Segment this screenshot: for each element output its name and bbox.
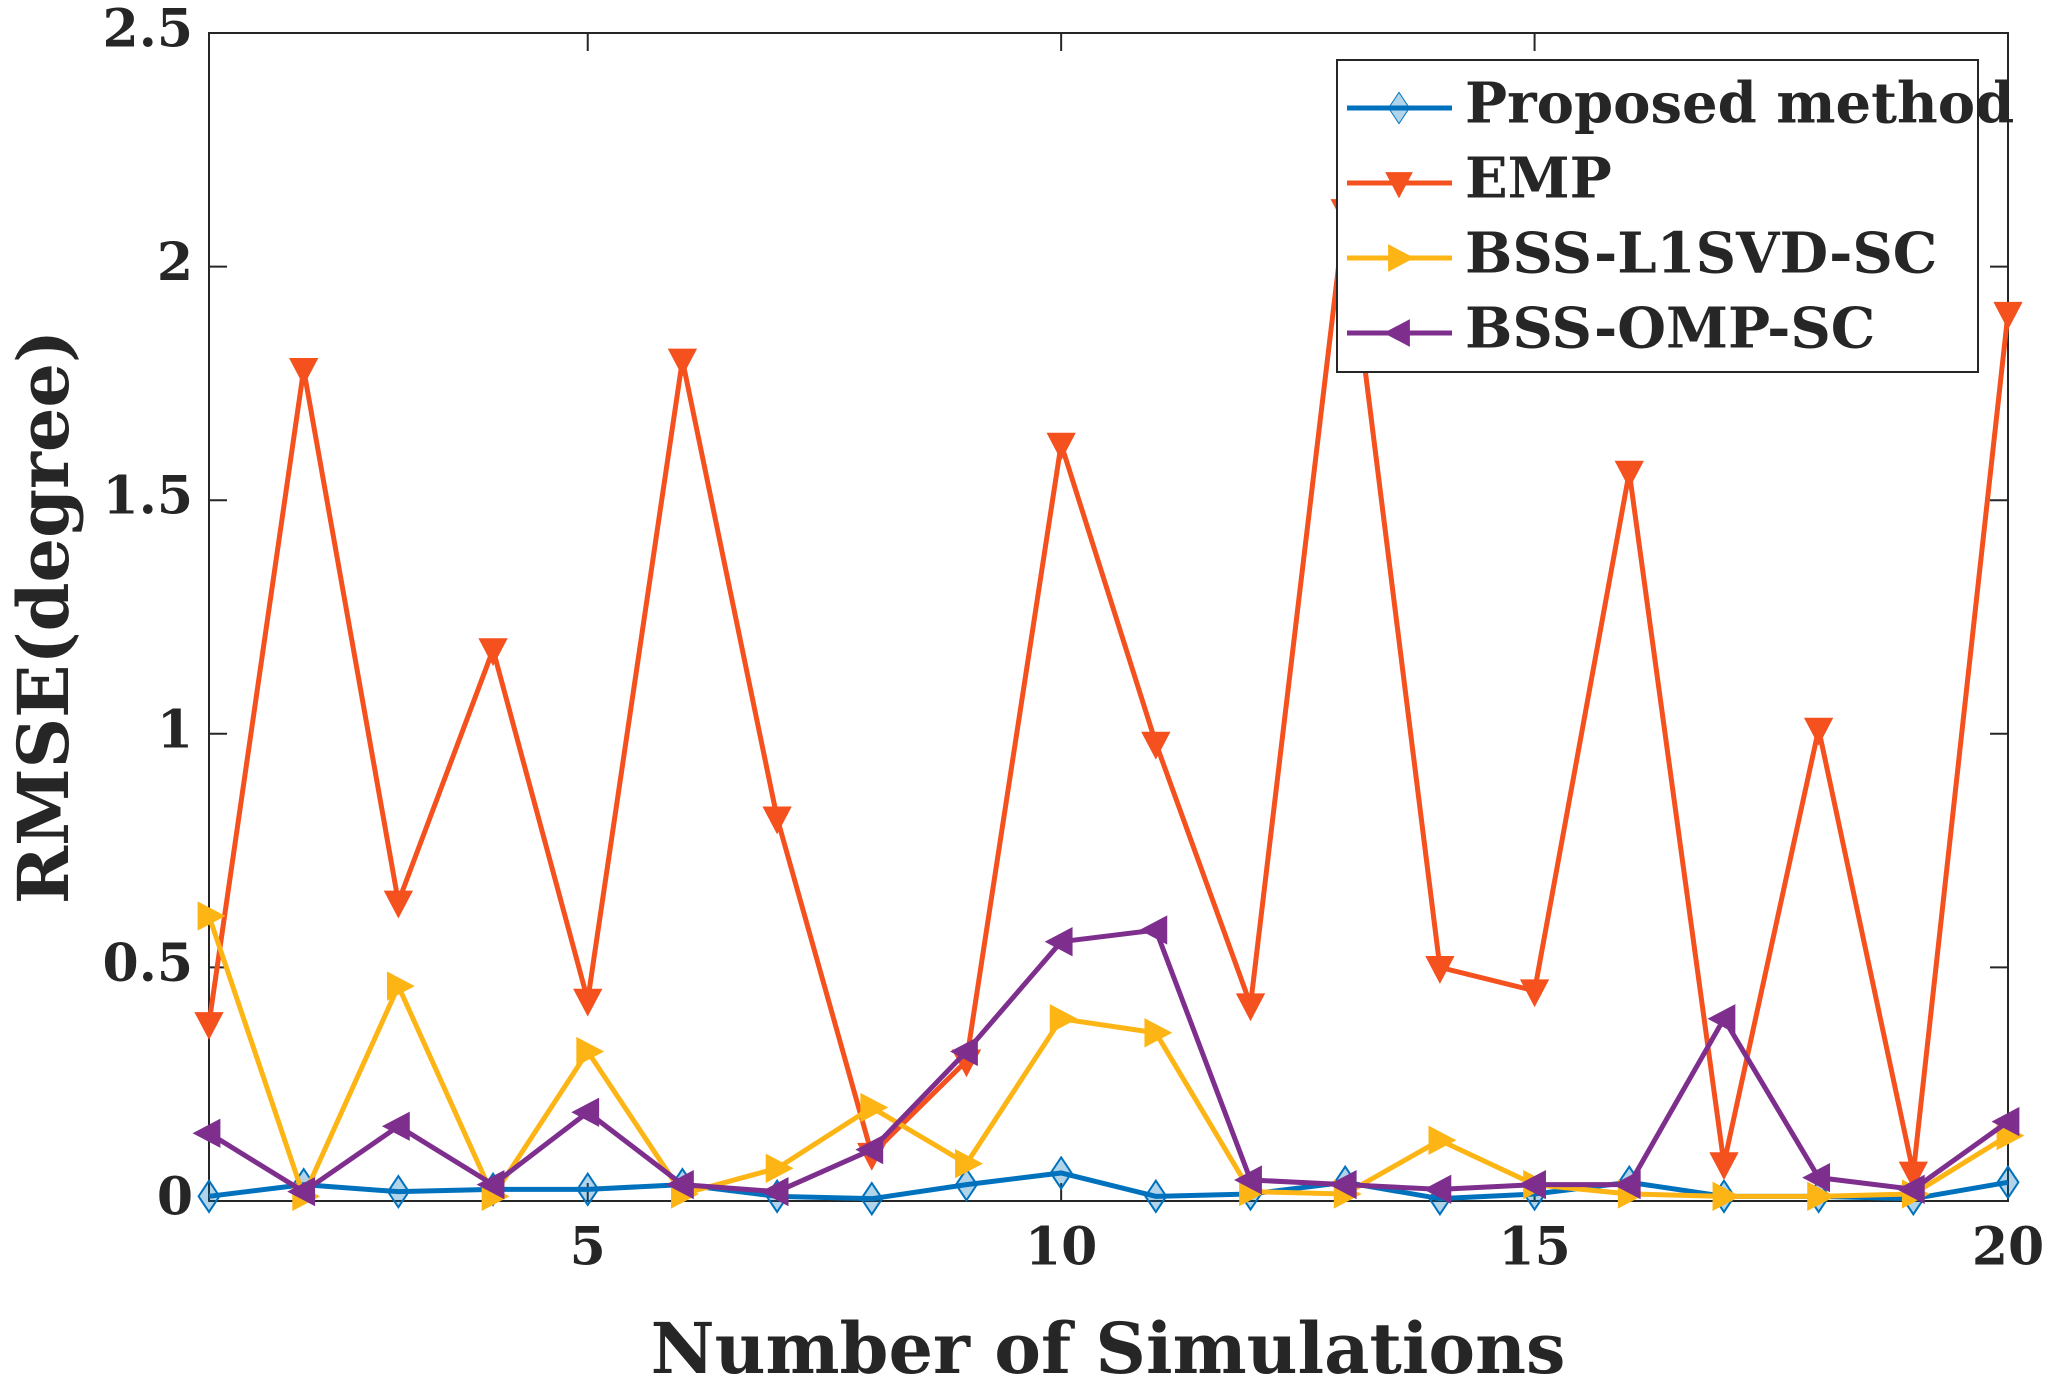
marker <box>197 901 226 931</box>
marker <box>1612 1169 1641 1200</box>
marker <box>1518 1169 1546 1200</box>
marker <box>1896 1174 1925 1204</box>
marker <box>478 638 508 667</box>
marker <box>860 1092 889 1123</box>
marker <box>197 1178 221 1214</box>
y-tick-label: 0.5 <box>103 933 193 994</box>
marker <box>1234 1165 1262 1195</box>
marker <box>1144 1018 1173 1048</box>
marker <box>1139 915 1168 945</box>
marker <box>476 1169 505 1200</box>
marker <box>386 1174 410 1210</box>
legend-marker <box>1388 244 1415 272</box>
marker <box>1049 1155 1073 1191</box>
y-tick-label: 2.5 <box>103 0 193 60</box>
x-axis-label: Number of Simulations <box>651 1307 1566 1390</box>
marker <box>1712 1181 1741 1211</box>
x-tick-label: 15 <box>1498 1217 1570 1278</box>
marker <box>1144 1178 1168 1214</box>
x-tick-label: 10 <box>1025 1217 1097 1278</box>
marker <box>192 1118 221 1148</box>
marker <box>1803 717 1834 746</box>
marker <box>760 1176 789 1207</box>
x-tick-label: 5 <box>570 1217 606 1278</box>
marker <box>1996 1164 2020 1200</box>
marker <box>381 1111 410 1141</box>
marker <box>762 806 792 835</box>
marker <box>573 988 603 1017</box>
legend-label: BSS-OMP-SC <box>1465 296 1875 362</box>
marker <box>1802 1162 1831 1193</box>
marker <box>1993 301 2023 330</box>
marker <box>1428 1125 1457 1155</box>
legend-marker <box>1383 319 1410 347</box>
marker <box>1044 927 1073 957</box>
marker <box>571 1097 600 1127</box>
marker <box>1423 1174 1452 1204</box>
marker <box>955 1148 983 1179</box>
y-tick-label: 2 <box>157 232 193 293</box>
y-tick-label: 1.5 <box>103 466 193 527</box>
marker <box>950 1036 978 1067</box>
legend-label: BSS-L1SVD-SC <box>1465 221 1937 287</box>
y-tick-label: 1 <box>157 699 193 760</box>
marker <box>1519 979 1550 1008</box>
marker <box>1141 731 1171 760</box>
marker <box>386 971 415 1001</box>
marker <box>1425 956 1455 984</box>
legend-marker <box>1385 172 1413 199</box>
x-tick-label: 20 <box>1972 1217 2044 1278</box>
marker <box>1991 1106 2020 1137</box>
legend-marker <box>1387 91 1411 125</box>
marker <box>765 1153 794 1183</box>
marker <box>576 1171 600 1207</box>
y-axis-label: RMSE(degree) <box>2 330 85 904</box>
marker <box>1614 460 1644 489</box>
marker <box>1707 1004 1736 1034</box>
marker <box>1046 432 1076 461</box>
marker <box>855 1134 884 1165</box>
series-line <box>207 927 2010 1195</box>
marker <box>287 1176 316 1207</box>
marker <box>1328 1169 1357 1200</box>
marker <box>860 1181 884 1217</box>
marker <box>1709 1152 1739 1181</box>
marker <box>1898 1161 1928 1190</box>
legend-box <box>1336 59 1979 373</box>
y-tick-label: 0 <box>157 1167 193 1228</box>
marker <box>194 1012 224 1040</box>
marker <box>289 357 319 386</box>
marker <box>1049 1004 1078 1034</box>
legend-label: Proposed method <box>1465 71 2014 137</box>
legend-label: EMP <box>1465 146 1612 212</box>
marker <box>667 348 698 377</box>
marker <box>383 890 414 919</box>
marker <box>665 1169 694 1200</box>
marker <box>1235 993 1266 1022</box>
marker <box>576 1036 605 1067</box>
marker <box>1807 1181 1836 1211</box>
marker <box>954 1167 979 1203</box>
